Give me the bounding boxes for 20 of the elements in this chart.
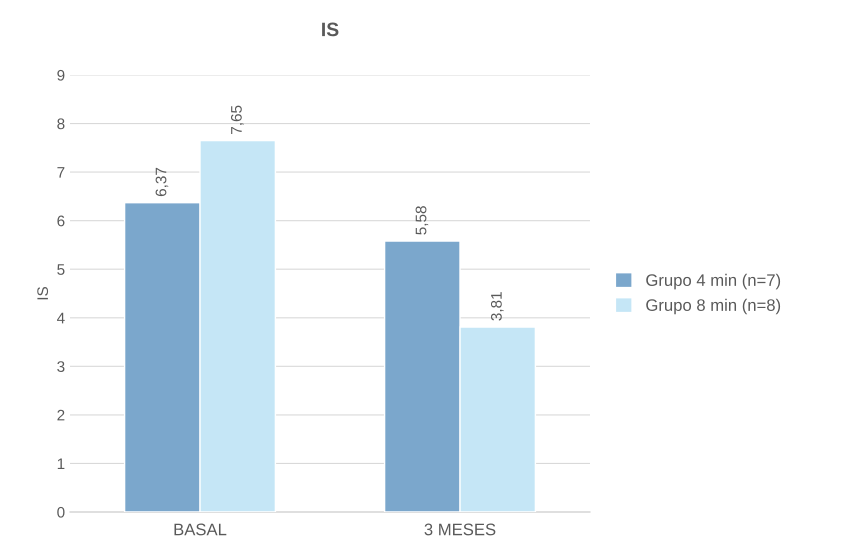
y-tick-label: 2 [57, 410, 64, 420]
data-label: 7,65 [230, 106, 244, 134]
y-tick-label: 7 [57, 167, 64, 178]
legend-label: Grupo 8 min (n=8) [646, 298, 780, 314]
y-tick-label: 4 [56, 312, 65, 324]
data-label: 6,37 [156, 168, 168, 196]
x-tick-label: 3 MESES [424, 524, 496, 536]
y-tick-label: 3 [57, 361, 64, 372]
y-tick-label: 9 [57, 70, 64, 81]
y-tick-label: 8 [57, 118, 64, 130]
data-label: 5,58 [416, 206, 428, 235]
x-tick-label: BASAL [174, 524, 226, 536]
legend-label: Grupo 4 min (n=7) [646, 274, 780, 290]
y-tick-label: 1 [58, 458, 64, 469]
chart-title: IS [322, 22, 338, 36]
y-axis-title: IS [37, 286, 48, 300]
y-tick-label: 6 [57, 216, 64, 226]
y-tick-label: 5 [57, 264, 64, 275]
data-label: 3,81 [490, 292, 504, 321]
y-tick-label: 0 [57, 506, 65, 518]
